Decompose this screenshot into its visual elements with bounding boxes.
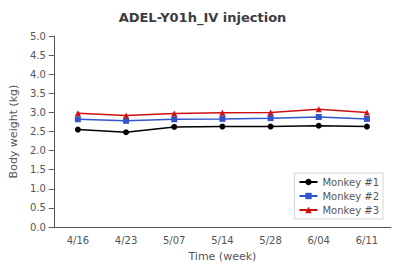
svg-text:5.0: 5.0 [30,31,46,42]
svg-text:2.0: 2.0 [30,145,46,156]
svg-text:6/11: 6/11 [356,235,378,246]
svg-text:Body weight (kg): Body weight (kg) [7,85,20,179]
svg-text:4.0: 4.0 [30,69,46,80]
svg-text:Time (week): Time (week) [187,250,256,263]
svg-text:1.0: 1.0 [30,183,46,194]
svg-text:0.5: 0.5 [30,202,46,213]
svg-text:1.5: 1.5 [30,164,46,175]
svg-text:4.5: 4.5 [30,50,46,61]
svg-text:Monkey #1: Monkey #1 [322,177,379,188]
svg-text:5/14: 5/14 [211,235,233,246]
svg-text:5/07: 5/07 [163,235,185,246]
svg-text:4/23: 4/23 [115,235,137,246]
svg-text:0.0: 0.0 [30,222,46,233]
svg-text:2.5: 2.5 [30,126,46,137]
svg-text:5/28: 5/28 [259,235,281,246]
svg-text:ADEL-Y01h_IV injection: ADEL-Y01h_IV injection [119,10,287,26]
svg-text:3.5: 3.5 [30,88,46,99]
svg-text:Monkey #2: Monkey #2 [322,191,379,202]
svg-text:3.0: 3.0 [30,107,46,118]
svg-text:4/16: 4/16 [67,235,89,246]
svg-text:6/04: 6/04 [308,235,330,246]
svg-text:Monkey #3: Monkey #3 [322,205,379,216]
